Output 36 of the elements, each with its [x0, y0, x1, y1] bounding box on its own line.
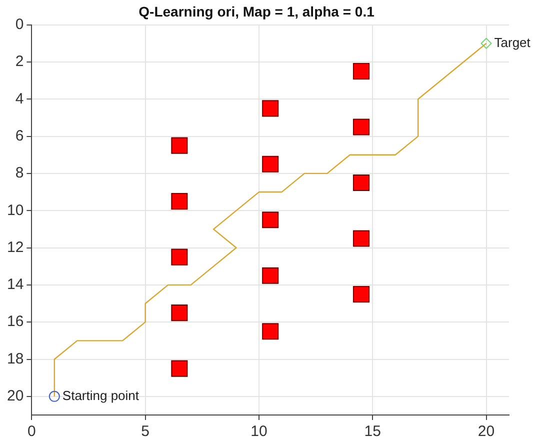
point — [262, 100, 279, 117]
point — [352, 118, 370, 136]
y-tick-label: 10 — [6, 202, 24, 219]
x-tick-label: 0 — [28, 423, 36, 440]
annotation: Starting point — [62, 388, 140, 403]
point — [352, 174, 370, 192]
point — [171, 304, 188, 322]
x-tick-label: 5 — [141, 423, 150, 440]
point — [171, 193, 188, 210]
point — [262, 212, 279, 228]
point — [352, 286, 370, 302]
y-tick-label: 4 — [15, 90, 24, 108]
y-tick-label: 0 — [15, 16, 24, 33]
y-tick-label: 12 — [6, 238, 24, 256]
y-tick-label: 18 — [6, 350, 24, 368]
point — [262, 156, 279, 172]
chart-title: Q-Learning ori, Map = 1, alpha = 0.1 — [138, 3, 375, 20]
y-tick-label: 2 — [15, 53, 24, 70]
point — [480, 38, 492, 49]
y-tick-label: 16 — [6, 313, 24, 330]
point — [262, 267, 279, 284]
point — [48, 390, 60, 402]
y-tick-label: 20 — [6, 388, 24, 405]
y-tick-label: 8 — [15, 164, 24, 182]
x-tick-label: 10 — [250, 423, 268, 440]
point — [171, 248, 188, 266]
y-tick-label: 14 — [6, 276, 24, 294]
point — [352, 62, 370, 80]
annotation: Target — [494, 34, 531, 50]
x-tick-label: 20 — [478, 423, 495, 440]
point — [171, 360, 188, 377]
y-tick-label: 6 — [15, 127, 24, 144]
point — [352, 230, 370, 247]
point — [171, 137, 188, 154]
point — [262, 323, 279, 340]
x-tick-label: 15 — [364, 423, 381, 440]
